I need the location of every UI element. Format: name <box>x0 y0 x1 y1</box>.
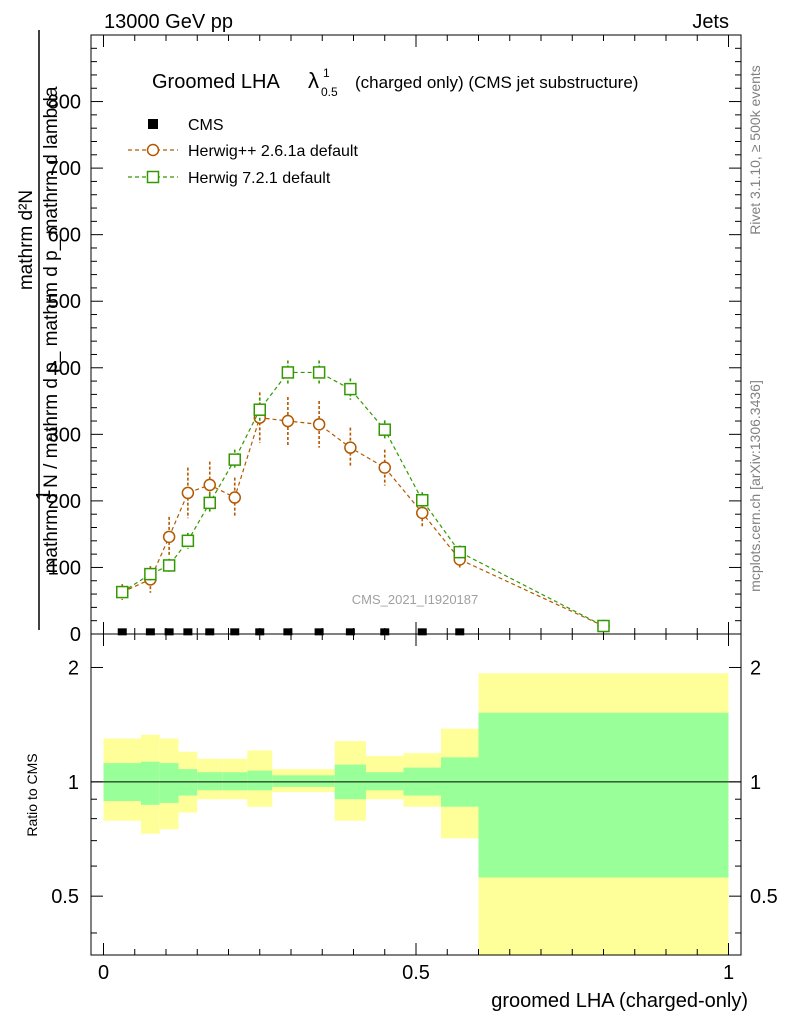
analysis-watermark: CMS_2021_I1920187 <box>352 592 479 607</box>
ratio-band-inner <box>366 772 404 791</box>
header-left: 13000 GeV pp <box>104 11 233 33</box>
main-y-tick-label: 800 <box>48 92 81 114</box>
herwig7-point <box>453 545 466 559</box>
legend-herwig7-label: Herwig 7.2.1 default <box>188 170 331 187</box>
herwig7-point <box>253 403 266 416</box>
ratio-band-inner <box>247 770 273 791</box>
herwig7-point <box>281 366 295 379</box>
legend-cms-marker <box>148 119 158 129</box>
herwig7-point <box>181 534 195 548</box>
herwigpp-point <box>344 441 357 454</box>
herwigpp-point <box>416 506 429 520</box>
cms-point <box>314 628 324 636</box>
herwig7-point <box>162 559 176 572</box>
ratio-band-inner <box>178 769 198 796</box>
main-y-tick-label: 600 <box>48 225 81 247</box>
rivet-version-note: Rivet 3.1.10, ≥ 500k events <box>747 65 763 235</box>
herwig7-point <box>144 567 157 581</box>
ratio-y-tick-label: 0.5 <box>51 886 79 908</box>
x-tick-label: 1 <box>723 962 734 984</box>
ratio-y-ticks: 0.5 0.5 1 1 2 2 <box>51 657 778 934</box>
herwig7-point <box>344 382 357 396</box>
header-right: Jets <box>692 11 729 33</box>
cms-point <box>145 628 155 636</box>
main-y-tick-label: 100 <box>48 557 81 579</box>
series-herwig7 <box>116 360 610 633</box>
ratio-band-inner <box>303 775 335 787</box>
cms-point <box>455 628 465 636</box>
herwig7-point <box>116 585 129 599</box>
cms-point <box>117 628 127 636</box>
main-y-tick-label: 300 <box>48 424 81 446</box>
legend-cms-label: CMS <box>188 117 224 134</box>
herwig7-point <box>312 366 326 379</box>
ratio-y-tick-label-right: 0.5 <box>750 886 778 908</box>
ratio-y-tick-label-right: 2 <box>750 657 761 679</box>
title-rest: (charged only) (CMS jet substructure) <box>355 73 638 92</box>
herwigpp-point <box>228 491 241 504</box>
legend: CMS Herwig++ 2.6.1a default Herwig 7.2.1… <box>128 117 358 187</box>
title-sub: 0.5 <box>321 85 338 99</box>
ratio-band-inner <box>197 772 223 791</box>
herwigpp-point <box>378 461 391 474</box>
cms-point <box>417 628 427 636</box>
ratio-y-tick-label: 1 <box>68 772 79 794</box>
legend-herwigpp-label: Herwig++ 2.6.1a default <box>188 143 358 160</box>
ratio-y-tick-label-right: 1 <box>750 772 761 794</box>
herwig7-point <box>416 493 429 507</box>
cms-point <box>380 628 390 636</box>
main-y-ticks: 0 100 200 300 400 500 600 700 800 <box>48 34 741 646</box>
main-y-tick-label: 0 <box>70 624 81 646</box>
plot-title: Groomed LHA λ 1 0.5 (charged only) (CMS … <box>152 66 638 99</box>
main-y-tick-label: 500 <box>48 291 81 313</box>
herwigpp-line <box>122 417 604 627</box>
cms-point <box>164 628 174 636</box>
title-main: Groomed LHA <box>152 71 280 93</box>
ratio-band-inner <box>159 763 179 803</box>
herwig7-point <box>378 423 391 436</box>
herwigpp-point <box>312 418 326 431</box>
herwig7-point <box>228 453 241 466</box>
herwig7-point <box>597 619 610 633</box>
legend-herwigpp-marker <box>146 143 160 157</box>
herwigpp-point <box>181 486 195 500</box>
herwigpp-point <box>203 478 216 492</box>
y-label-one: 1 <box>33 489 55 500</box>
cms-point <box>283 628 293 636</box>
x-tick-label: 0.5 <box>402 962 430 984</box>
title-lambda: λ <box>308 68 319 93</box>
herwigpp-point <box>162 530 176 544</box>
ratio-band-inner <box>478 712 729 878</box>
main-y-tick-label: 700 <box>48 158 81 180</box>
legend-herwig7-marker <box>146 170 160 184</box>
ratio-band-inner <box>222 772 248 791</box>
cms-point <box>183 628 193 636</box>
title-sup: 1 <box>323 66 330 80</box>
y-label-denominator: mathrm d N / mathrm d p_ mathrm d p_ mat… <box>41 86 62 573</box>
y-axis-label: 1 mathrm d²N mathrm d N / mathrm d p_ ma… <box>16 30 62 630</box>
x-ticks: 0 0.5 1 <box>98 35 734 984</box>
ratio-band-inner <box>141 761 160 805</box>
x-axis-label: groomed LHA (charged-only) <box>491 990 748 1012</box>
main-y-tick-label: 400 <box>48 358 81 380</box>
mcplots-credit: mcplots.cern.ch [arXiv:1306.3436] <box>747 380 763 592</box>
main-y-tick-label: 200 <box>48 491 81 513</box>
series-cms <box>117 628 465 636</box>
x-tick-label: 0 <box>98 962 109 984</box>
y-label-numerator: mathrm d²N <box>16 190 37 290</box>
cms-point <box>205 628 215 636</box>
ratio-band-inner <box>272 775 304 787</box>
ratio-y-label: Ratio to CMS <box>24 753 40 836</box>
herwig7-point <box>203 496 216 510</box>
cms-point <box>345 628 355 636</box>
cms-point <box>230 628 240 636</box>
ratio-y-tick-label: 2 <box>68 657 79 679</box>
herwigpp-point <box>281 414 295 428</box>
cms-point <box>255 628 265 636</box>
